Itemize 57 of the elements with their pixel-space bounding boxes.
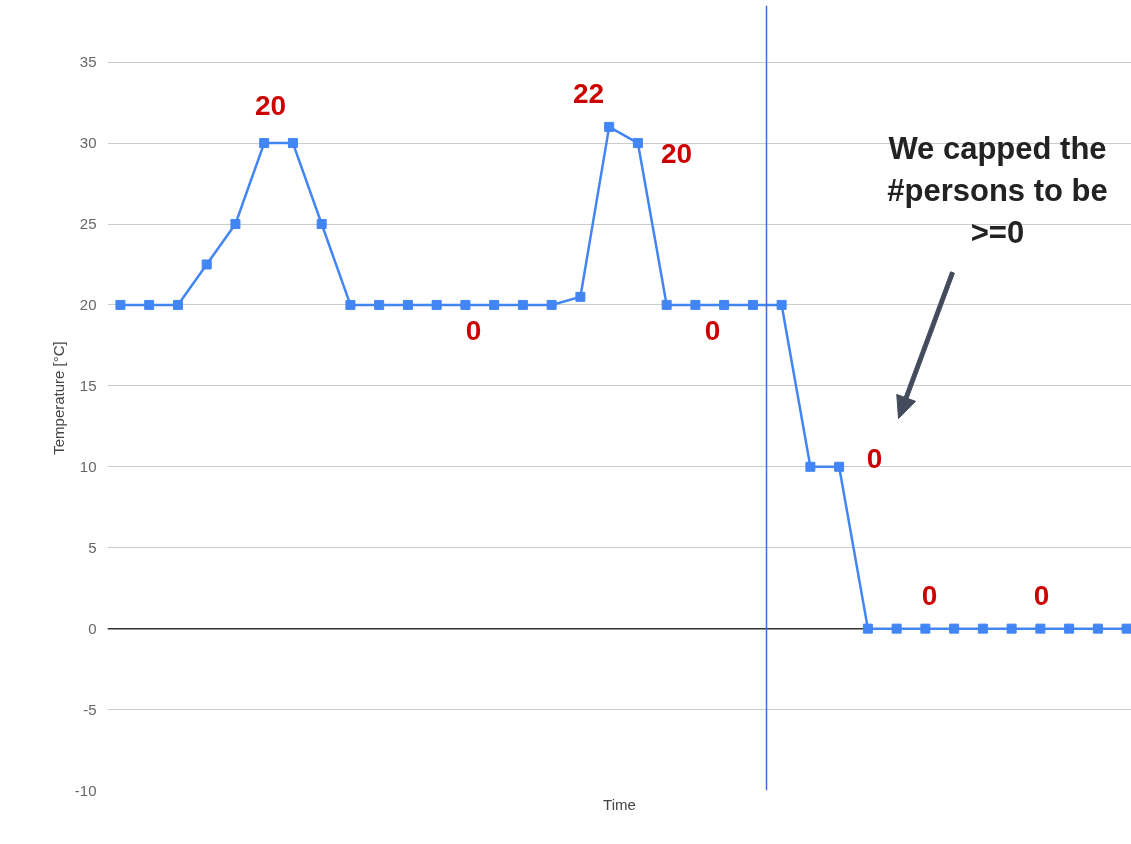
point [805,461,816,472]
point [862,623,873,634]
point [460,299,471,310]
point [834,461,845,472]
point [144,299,155,310]
annotation: 0 [866,443,883,474]
y-tick-label: 30 [79,134,97,152]
point [949,623,960,634]
point [1121,623,1131,634]
annotation: 0 [704,315,721,346]
point [230,219,241,230]
point [517,299,528,310]
annotation: 0 [921,580,938,611]
point [287,138,298,149]
point [1092,623,1103,634]
point [661,299,672,310]
point [1035,623,1046,634]
y-tick-label: 15 [79,376,97,394]
annotation: 22 [572,78,605,109]
annotation: We capped the #persons to be >=0 [887,131,1108,250]
annotation: 20 [254,90,287,121]
point [776,299,787,310]
y-axis-title: Temperature [°C] [49,341,67,455]
point [632,138,643,149]
point [1064,623,1075,634]
y-tick-label: 25 [79,215,97,233]
point [431,299,442,310]
point [747,299,758,310]
x-axis-title: Time [603,795,636,813]
point [575,291,586,302]
point [402,299,413,310]
point [546,299,557,310]
point [891,623,902,634]
y-tick-label: 35 [79,53,97,71]
point [690,299,701,310]
point [719,299,730,310]
annotation: 0 [465,315,482,346]
point [316,219,327,230]
point [345,299,356,310]
y-tick-label: -5 [83,700,97,718]
y-tick-label: 10 [79,457,97,475]
y-tick-label: -10 [74,781,97,799]
point [201,259,212,270]
point [259,138,270,149]
y-tick-label: 20 [79,295,97,313]
point [604,121,615,132]
point [374,299,385,310]
y-tick-label: 0 [88,619,97,637]
annotation: 0 [1033,580,1050,611]
point [172,299,183,310]
point [920,623,931,634]
point [977,623,988,634]
point [489,299,500,310]
annotation: 20 [660,138,693,169]
point [115,299,126,310]
y-tick-label: 5 [88,538,97,556]
point [1006,623,1017,634]
